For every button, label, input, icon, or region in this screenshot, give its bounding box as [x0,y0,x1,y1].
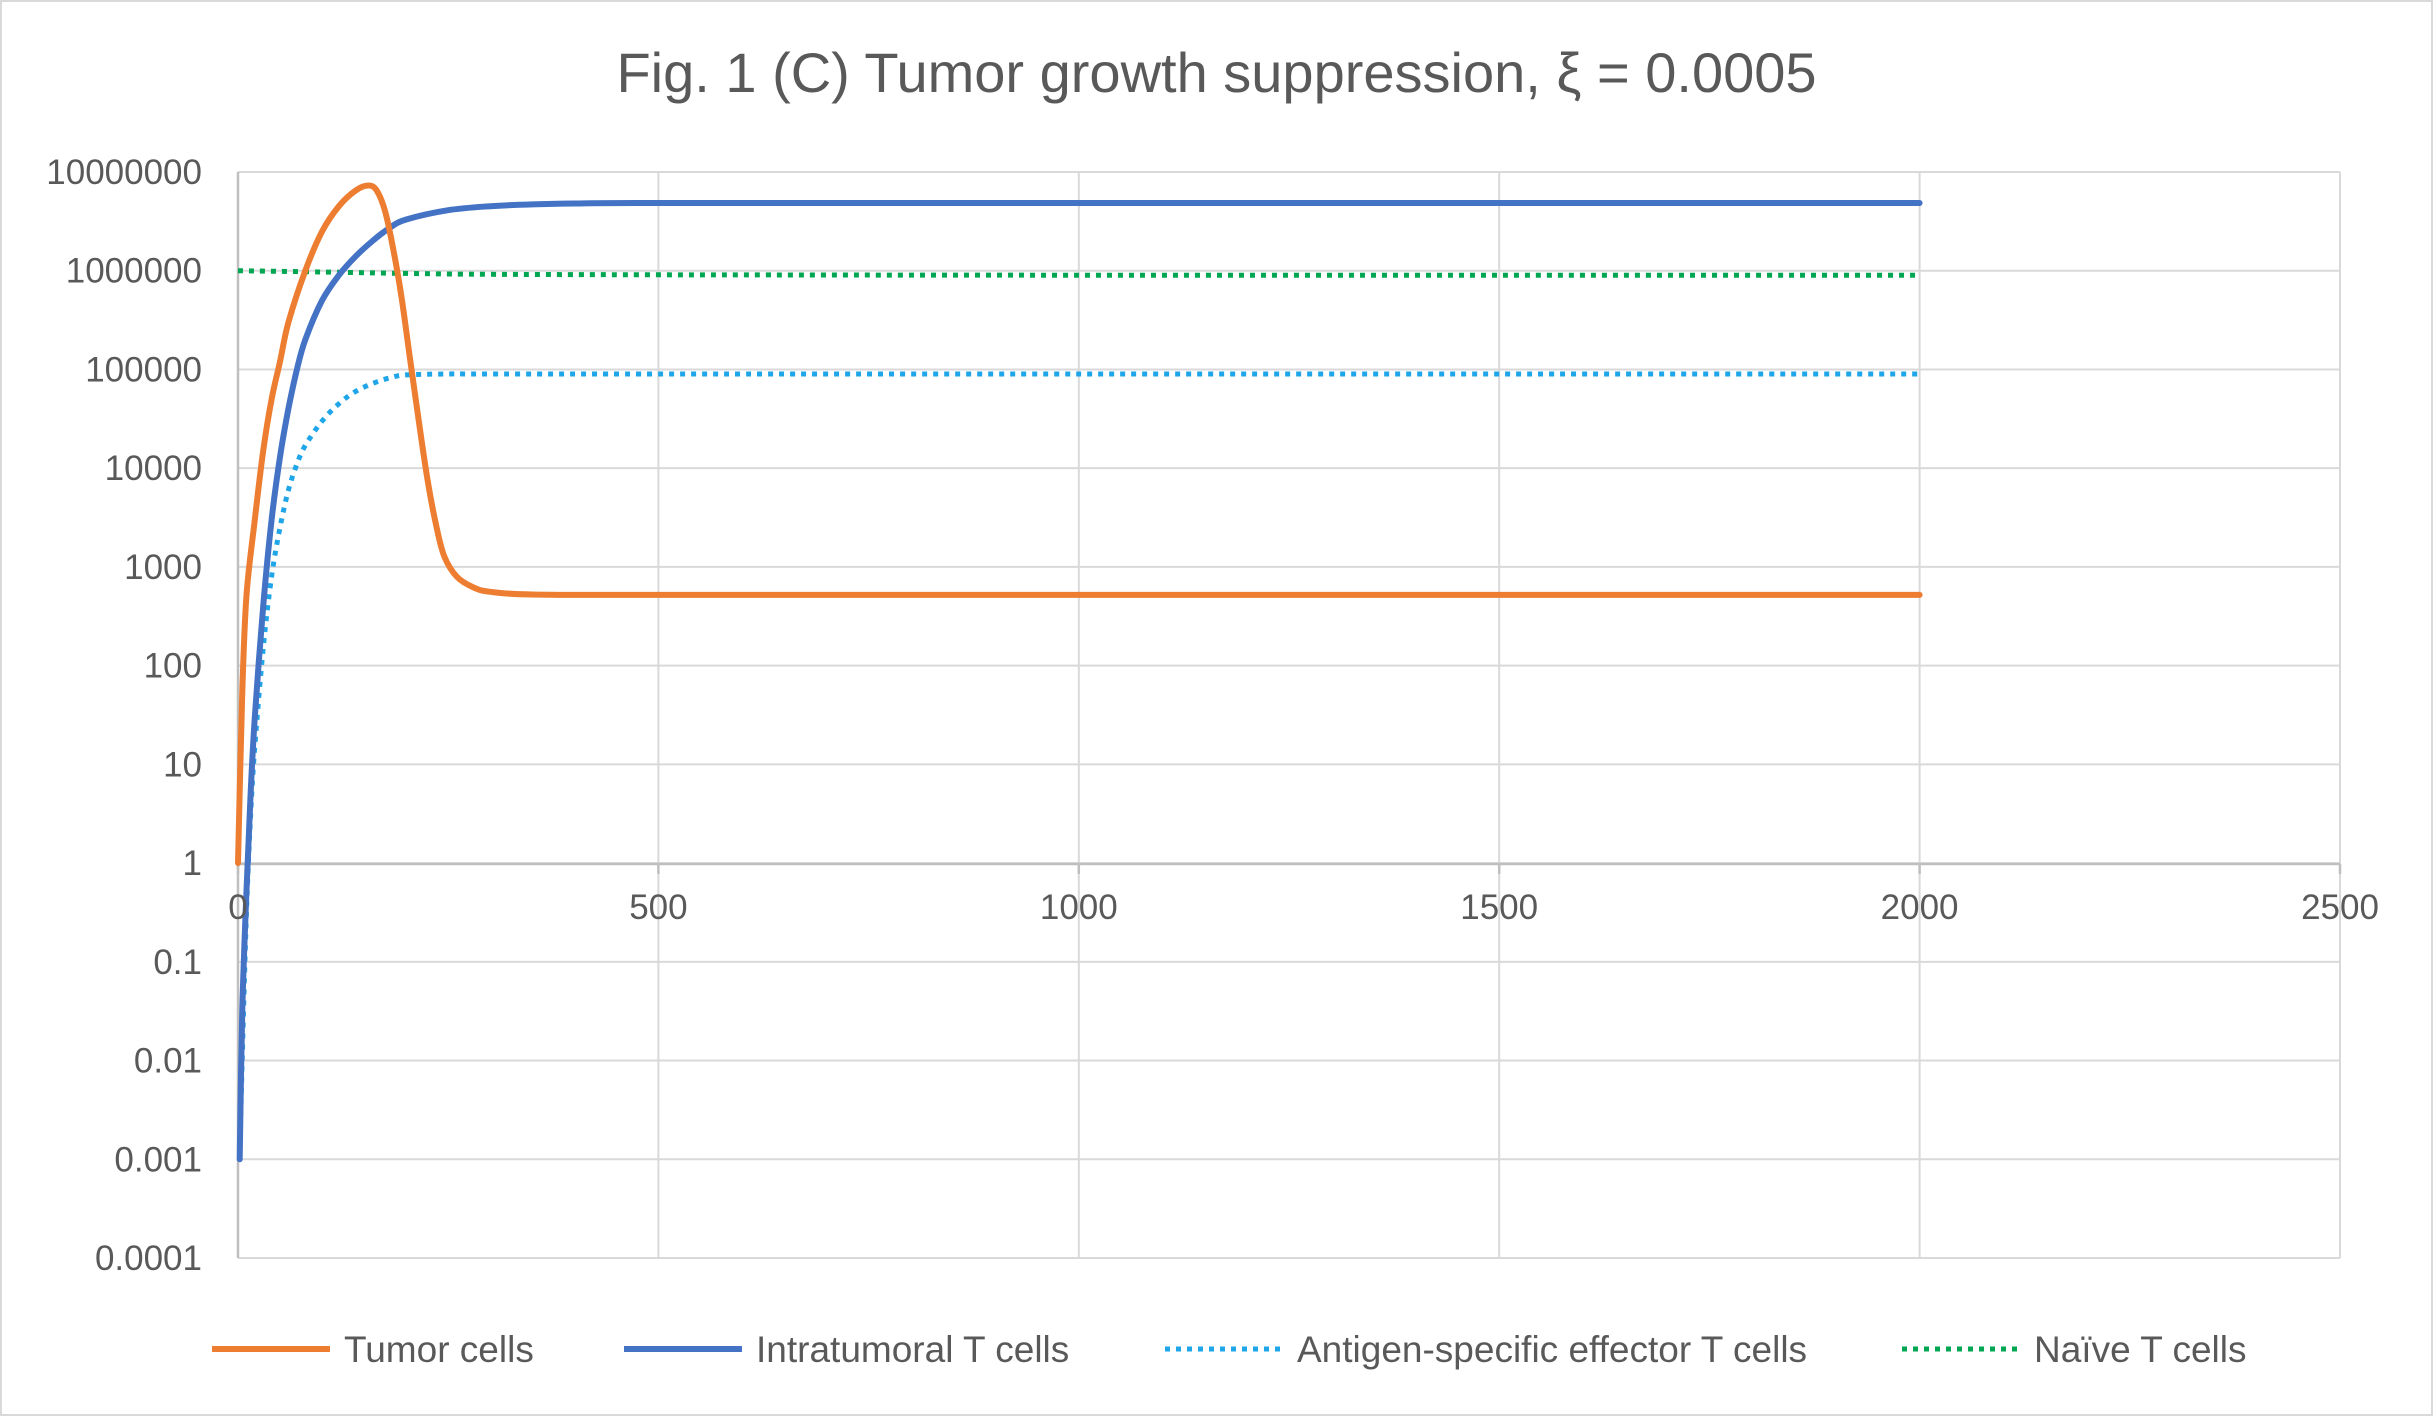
y-tick-label: 10000 [105,449,202,488]
x-tick-label: 2000 [1881,888,1959,927]
legend-label-0: Tumor cells [344,1329,534,1370]
x-tick-label: 1000 [1040,888,1118,927]
x-tick-label: 1500 [1460,888,1538,927]
y-tick-label: 10000000 [46,153,202,192]
legend: Tumor cells Intratumoral T cells Antigen-s… [212,1329,2247,1370]
series-layer [235,182,1923,1163]
y-tick-label: 0.001 [114,1140,202,1179]
y-tick-label: 0.1 [153,943,202,982]
chart-title: Fig. 1 (C) Tumor growth suppression, ξ =… [616,41,1817,104]
series-line-3 [237,268,1920,278]
x-tick-label: 500 [629,888,687,927]
y-tick-label: 100 [144,647,202,686]
y-tick-label: 1000 [124,548,202,587]
legend-label-2: Antigen-specific effector T cells [1297,1329,1807,1370]
series-line-1 [236,199,1923,1163]
y-tick-label: 0.01 [134,1042,202,1081]
y-tick-label: 1000000 [66,252,202,291]
grid-layer [238,171,2341,1259]
x-tick-label: 0 [228,888,247,927]
legend-label-1: Intratumoral T cells [756,1329,1069,1370]
legend-label-3: Naïve T cells [2034,1329,2247,1370]
series-line-0 [235,182,1923,867]
axis-layer [236,172,2342,1258]
y-tick-label: 1 [183,844,202,883]
x-tick-label: 2500 [2301,888,2379,927]
y-tick-label: 100000 [85,350,202,389]
y-tick-label: 0.0001 [95,1239,202,1278]
label-layer: 1000000010000001000001000010001001010.10… [46,153,2379,1278]
y-tick-label: 10 [163,745,202,784]
